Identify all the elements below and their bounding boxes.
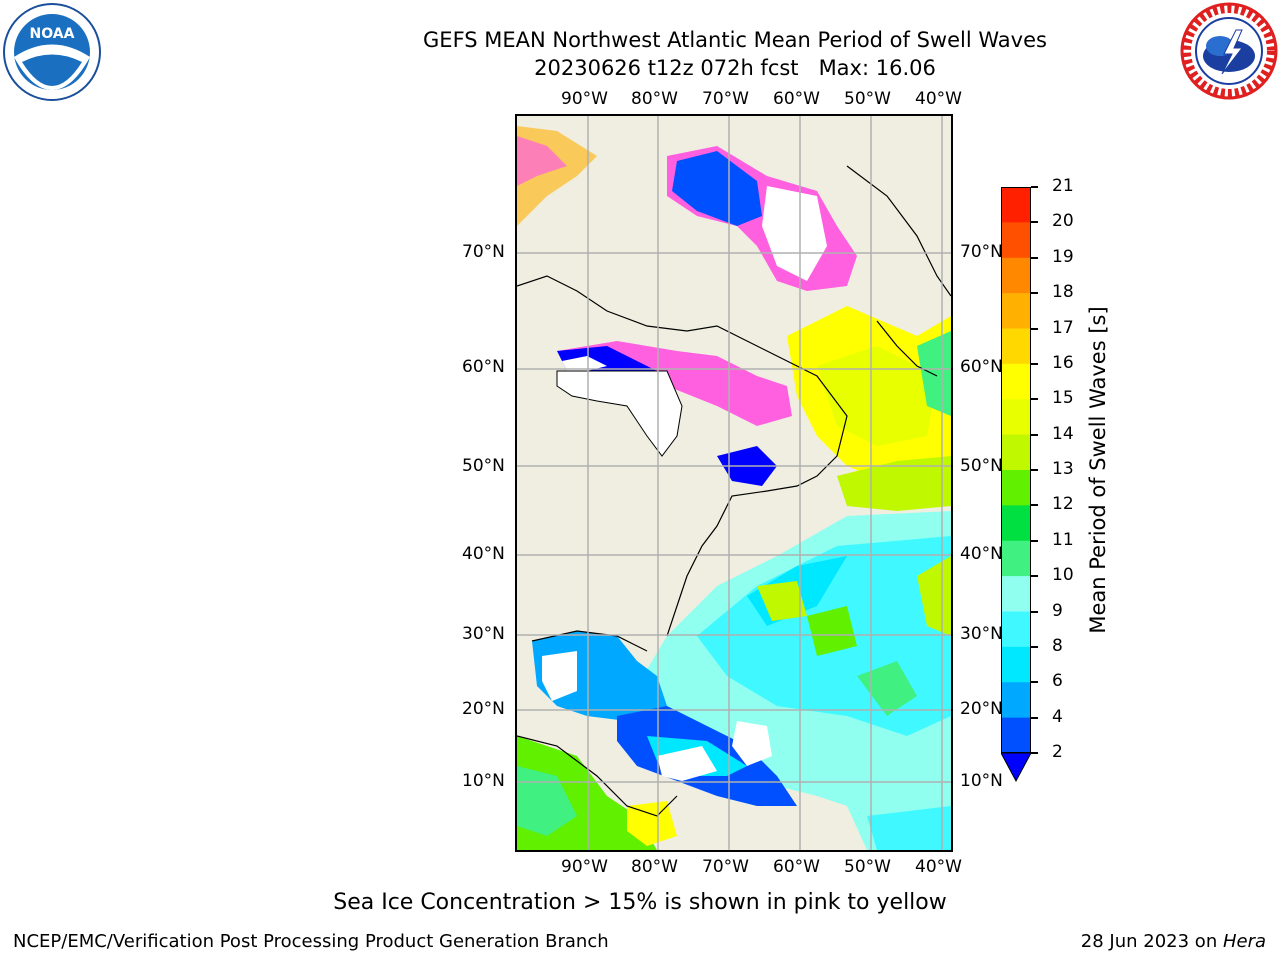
colorbar-frame	[1001, 187, 1031, 753]
colorbar-swatch	[1001, 717, 1031, 754]
lat-label-right: 70°N	[960, 242, 1003, 262]
lon-label-bottom: 90°W	[561, 857, 608, 877]
colorbar-swatch	[1001, 646, 1031, 683]
lat-label-right: 40°N	[960, 544, 1003, 564]
footer-host: Hera	[1222, 931, 1266, 952]
lat-label-left: 60°N	[462, 357, 505, 377]
colorbar-tick-label: 2	[1052, 742, 1063, 762]
footer-date-text: 28 Jun 2023 on	[1080, 931, 1223, 952]
colorbar-tick-mark	[1031, 539, 1038, 542]
colorbar-tick-mark	[1031, 716, 1038, 719]
colorbar-tick-mark	[1031, 610, 1038, 613]
lon-label-top: 40°W	[915, 89, 962, 109]
colorbar	[1000, 187, 1035, 783]
colorbar-swatch	[1001, 363, 1031, 400]
lon-label-top: 80°W	[631, 89, 678, 109]
map-canvas	[517, 116, 951, 850]
lat-label-left: 50°N	[462, 456, 505, 476]
colorbar-tick-label: 12	[1052, 494, 1074, 515]
lon-label-bottom: 80°W	[631, 857, 678, 877]
colorbar-swatch	[1001, 257, 1031, 294]
colorbar-tick-label: 18	[1052, 282, 1074, 303]
lon-label-bottom: 60°W	[773, 857, 820, 877]
colorbar-title: Mean Period of Swell Waves [s]	[1086, 306, 1110, 634]
colorbar-tick-mark	[1031, 752, 1038, 754]
nws-logo	[1180, 2, 1278, 100]
colorbar-tick-label: 21	[1052, 176, 1074, 196]
colorbar-tick-label: 17	[1052, 317, 1074, 338]
lat-label-left: 40°N	[462, 544, 505, 564]
colorbar-tick-label: 19	[1052, 246, 1074, 267]
colorbar-swatch	[1001, 434, 1031, 471]
colorbar-tick-label: 6	[1052, 671, 1063, 692]
chart-subtitle: 20230626 t12z 072h fcst Max: 16.06	[534, 56, 936, 80]
colorbar-swatches	[1000, 187, 1032, 783]
colorbar-tick-mark	[1031, 681, 1038, 684]
colorbar-tick-label: 20	[1052, 211, 1074, 232]
footer-credit: NCEP/EMC/Verification Post Processing Pr…	[13, 931, 609, 952]
lon-label-bottom: 40°W	[915, 857, 962, 877]
lat-label-right: 50°N	[960, 456, 1003, 476]
lon-label-top: 70°W	[702, 89, 749, 109]
lat-label-right: 10°N	[960, 771, 1003, 791]
chart-title: GEFS MEAN Northwest Atlantic Mean Period…	[423, 28, 1047, 52]
colorbar-swatch	[1001, 399, 1031, 436]
lat-label-left: 10°N	[462, 771, 505, 791]
colorbar-tick-mark	[1031, 292, 1038, 295]
colorbar-tick-mark	[1031, 504, 1038, 507]
lat-label-left: 30°N	[462, 624, 505, 644]
colorbar-swatch	[1001, 328, 1031, 365]
lon-label-top: 60°W	[773, 89, 820, 109]
colorbar-swatch	[1001, 222, 1031, 259]
colorbar-tick-mark	[1031, 256, 1038, 259]
colorbar-swatch	[1001, 293, 1031, 329]
lon-label-top: 90°W	[561, 89, 608, 109]
colorbar-tick-mark	[1031, 575, 1038, 578]
colorbar-tick-label: 11	[1052, 529, 1074, 550]
colorbar-swatch	[1001, 505, 1031, 542]
colorbar-swatch	[1001, 187, 1031, 223]
colorbar-tick-label: 13	[1052, 459, 1074, 479]
lon-label-bottom: 50°W	[844, 857, 891, 877]
sea-ice-note: Sea Ice Concentration > 15% is shown in …	[333, 890, 947, 915]
colorbar-tick-mark	[1031, 433, 1038, 436]
colorbar-swatch	[1001, 611, 1031, 648]
lat-label-right: 60°N	[960, 357, 1003, 377]
colorbar-tick-mark	[1031, 221, 1038, 224]
lon-label-top: 50°W	[844, 89, 891, 109]
lat-label-right: 20°N	[960, 699, 1003, 719]
lat-label-right: 30°N	[960, 624, 1003, 644]
colorbar-tick-mark	[1031, 469, 1038, 471]
colorbar-swatch	[1001, 576, 1031, 612]
colorbar-tick-mark	[1031, 645, 1038, 648]
footer-date: 28 Jun 2023 on Hera	[1081, 931, 1266, 952]
svg-text:NOAA: NOAA	[30, 26, 75, 42]
colorbar-tick-label: 10	[1052, 565, 1074, 586]
colorbar-tick-label: 14	[1052, 423, 1074, 444]
colorbar-tick-mark	[1031, 398, 1038, 401]
colorbar-tick-label: 15	[1052, 388, 1074, 409]
colorbar-tick-label: 8	[1052, 635, 1063, 656]
colorbar-tick-label: 9	[1052, 600, 1063, 621]
noaa-logo: NOAA	[2, 2, 102, 102]
colorbar-tick-mark	[1031, 186, 1038, 188]
colorbar-tick-mark	[1031, 362, 1038, 365]
colorbar-swatch	[1001, 540, 1031, 577]
lat-label-left: 70°N	[462, 242, 505, 262]
colorbar-tick-label: 4	[1052, 706, 1063, 727]
colorbar-swatch	[1001, 470, 1031, 506]
map-panel	[515, 114, 953, 852]
colorbar-extend	[1000, 752, 1032, 783]
lon-label-bottom: 70°W	[702, 857, 749, 877]
lat-label-left: 20°N	[462, 699, 505, 719]
colorbar-tick-mark	[1031, 327, 1038, 330]
colorbar-swatch	[1001, 682, 1031, 719]
colorbar-tick-label: 16	[1052, 352, 1074, 373]
